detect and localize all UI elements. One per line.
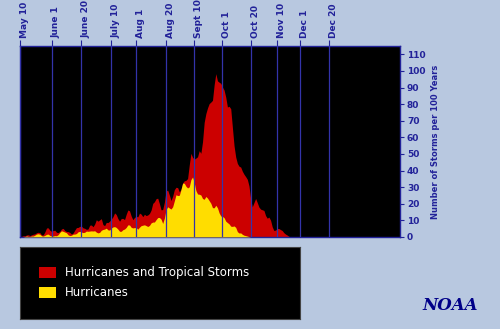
Text: NOAA: NOAA: [422, 297, 478, 315]
Y-axis label: Number of Storms per 100 Years: Number of Storms per 100 Years: [431, 64, 440, 218]
Legend: Hurricanes and Tropical Storms, Hurricanes: Hurricanes and Tropical Storms, Hurrican…: [34, 262, 254, 304]
